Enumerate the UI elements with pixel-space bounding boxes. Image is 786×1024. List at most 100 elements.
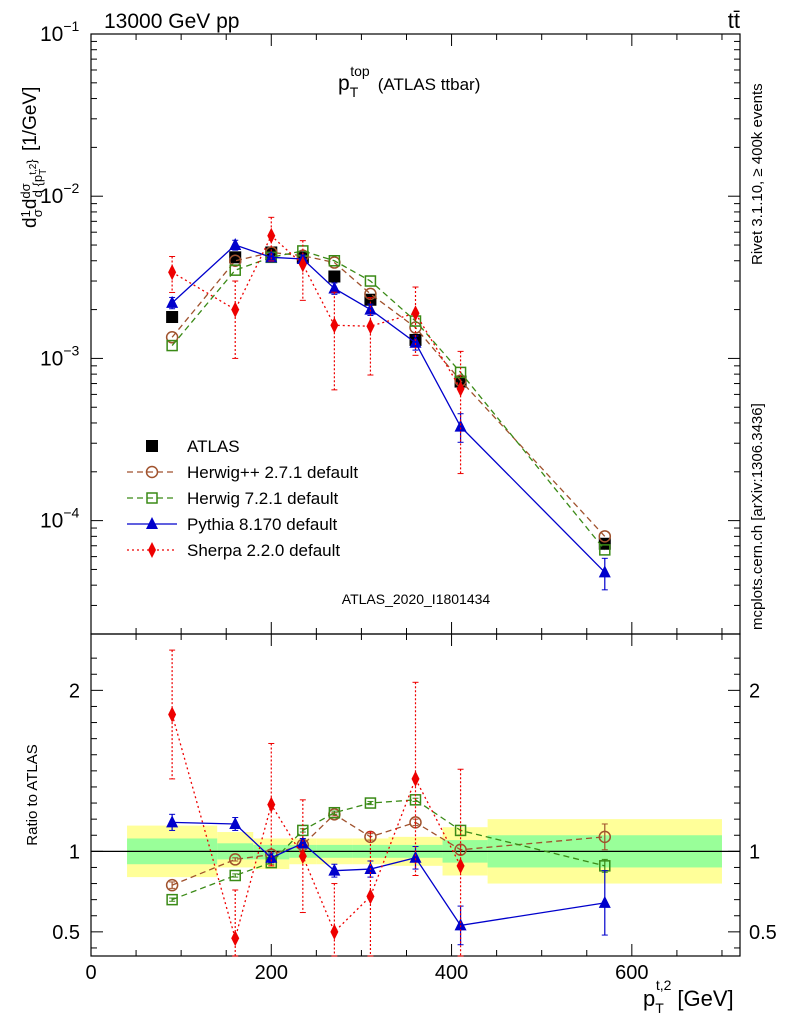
x-axis-label-unit: [GeV] <box>677 986 733 1011</box>
data-point <box>599 544 611 556</box>
y-tick-exponent: −1 <box>63 18 79 34</box>
ratio-point <box>409 850 422 863</box>
ratio-point <box>328 806 341 819</box>
ratio-point <box>366 888 375 905</box>
data-point <box>229 238 242 251</box>
data-point <box>598 565 611 578</box>
data-point <box>228 254 242 268</box>
data-point <box>364 275 377 287</box>
y-tick-exponent: −4 <box>63 505 79 521</box>
data-point <box>454 419 467 432</box>
ratio-frame <box>90 633 741 957</box>
data-point <box>231 301 240 318</box>
y-tick-exponent: −2 <box>63 180 79 196</box>
y-tick-label-ratio: 1 <box>69 841 80 863</box>
series-line <box>171 250 606 551</box>
plot-title-rest: (ATLAS ttbar) <box>378 75 481 94</box>
y-tick-label-ratio-right: 0.5 <box>749 922 777 944</box>
ratio-point <box>228 853 242 866</box>
legend-label: Herwig++ 2.7.1 default <box>187 463 358 482</box>
ratio-line <box>171 799 605 901</box>
data-point <box>166 339 178 352</box>
legend: ATLAS Herwig++ 2.7.1 default Herwig 7.2.1 … <box>127 437 358 560</box>
data-point <box>456 380 465 397</box>
ratio-panel: 0 200 400 600 0.5 0.5 1 1 2 2 <box>52 633 777 984</box>
data-point <box>366 318 375 335</box>
x-tick-label: 400 <box>435 962 468 984</box>
series-line <box>171 234 462 390</box>
x-axis-label-sup: t,2 <box>656 977 672 993</box>
legend-label: Herwig 7.2.1 default <box>187 489 338 508</box>
legend-marker <box>146 492 158 504</box>
ratio-point <box>229 869 241 882</box>
x-axis-label-sub: T <box>655 1000 664 1016</box>
ratio-point <box>598 830 612 844</box>
data-point <box>298 256 307 273</box>
plot-title-sub: T <box>350 84 359 100</box>
energy-label: 13000 GeV pp <box>104 10 239 33</box>
data-point <box>166 295 179 308</box>
legend-label: ATLAS <box>187 437 240 456</box>
plot-title-sup: top <box>350 63 370 79</box>
legend-label: Pythia 8.170 default <box>187 515 338 534</box>
plot-title-main: p <box>338 72 350 95</box>
ratio-point <box>364 830 377 844</box>
series-line <box>171 251 606 537</box>
ratio-series-pythia <box>166 813 611 946</box>
x-tick-label: 600 <box>615 962 648 984</box>
ratio-point <box>166 815 179 828</box>
y-tick-label-main: 10−3 <box>40 342 80 370</box>
y-tick-label-ratio: 0.5 <box>52 922 80 944</box>
legend-entry: Sherpa 2.2.0 default <box>127 541 340 560</box>
legend-marker <box>146 517 158 529</box>
data-point <box>409 335 422 348</box>
ratio-point <box>330 923 339 940</box>
series-pythia <box>166 238 611 591</box>
x-axis-label-main: p <box>643 986 655 1011</box>
y-tick-label-main: 10−1 <box>40 18 80 46</box>
y-tick-label-ratio: 2 <box>69 680 80 702</box>
legend-marker <box>145 465 159 479</box>
data-point <box>364 302 377 315</box>
x-tick-label: 0 <box>85 962 96 984</box>
ratio-point <box>456 857 465 874</box>
main-panel: 10−4 10−3 10−2 10−1 <box>40 18 741 635</box>
legend-marker <box>146 440 158 452</box>
y-tick-label-ratio-right: 2 <box>749 680 760 702</box>
data-point <box>328 281 341 294</box>
ratio-point <box>298 848 307 865</box>
x-tick-label: 200 <box>255 962 288 984</box>
x-axis-label: pTt,2 [GeV] <box>643 977 734 1016</box>
series-herwig <box>166 245 611 556</box>
ratio-point <box>168 706 177 723</box>
ratio-point <box>411 770 420 787</box>
data-point <box>411 305 420 322</box>
data-point <box>229 264 241 276</box>
y-tick-label-main: 10−2 <box>40 180 80 208</box>
legend-entry: Herwig 7.2.1 default <box>127 489 338 508</box>
y-tick-label-ratio-right: 1 <box>749 841 760 863</box>
ratio-point <box>454 918 467 931</box>
process-label: tt̄ <box>728 8 740 33</box>
ratio-line <box>171 714 462 941</box>
ratio-point <box>296 836 309 849</box>
data-point <box>168 264 177 281</box>
legend-entry: ATLAS <box>146 437 240 456</box>
ratio-series-sherpa <box>168 649 465 957</box>
legend-label: Sherpa 2.2.0 default <box>187 541 340 560</box>
legend-entry: Herwig++ 2.7.1 default <box>127 463 358 482</box>
ratio-point <box>598 895 611 908</box>
y-tick-exponent: −3 <box>63 342 79 358</box>
data-point <box>267 227 276 244</box>
legend-entry: Pythia 8.170 default <box>127 515 338 534</box>
ratio-point <box>166 893 178 906</box>
analysis-watermark: ATLAS_2020_I1801434 <box>342 591 491 607</box>
ratio-point <box>231 930 240 947</box>
data-point <box>165 331 179 344</box>
mcplots-label: mcplots.cern.ch [arXiv:1306.3436] <box>749 403 766 630</box>
data-point <box>328 255 341 267</box>
ratio-point <box>328 863 341 876</box>
y-axis-label-ratio: Ratio to ATLAS <box>24 744 41 845</box>
data-point <box>330 317 339 334</box>
